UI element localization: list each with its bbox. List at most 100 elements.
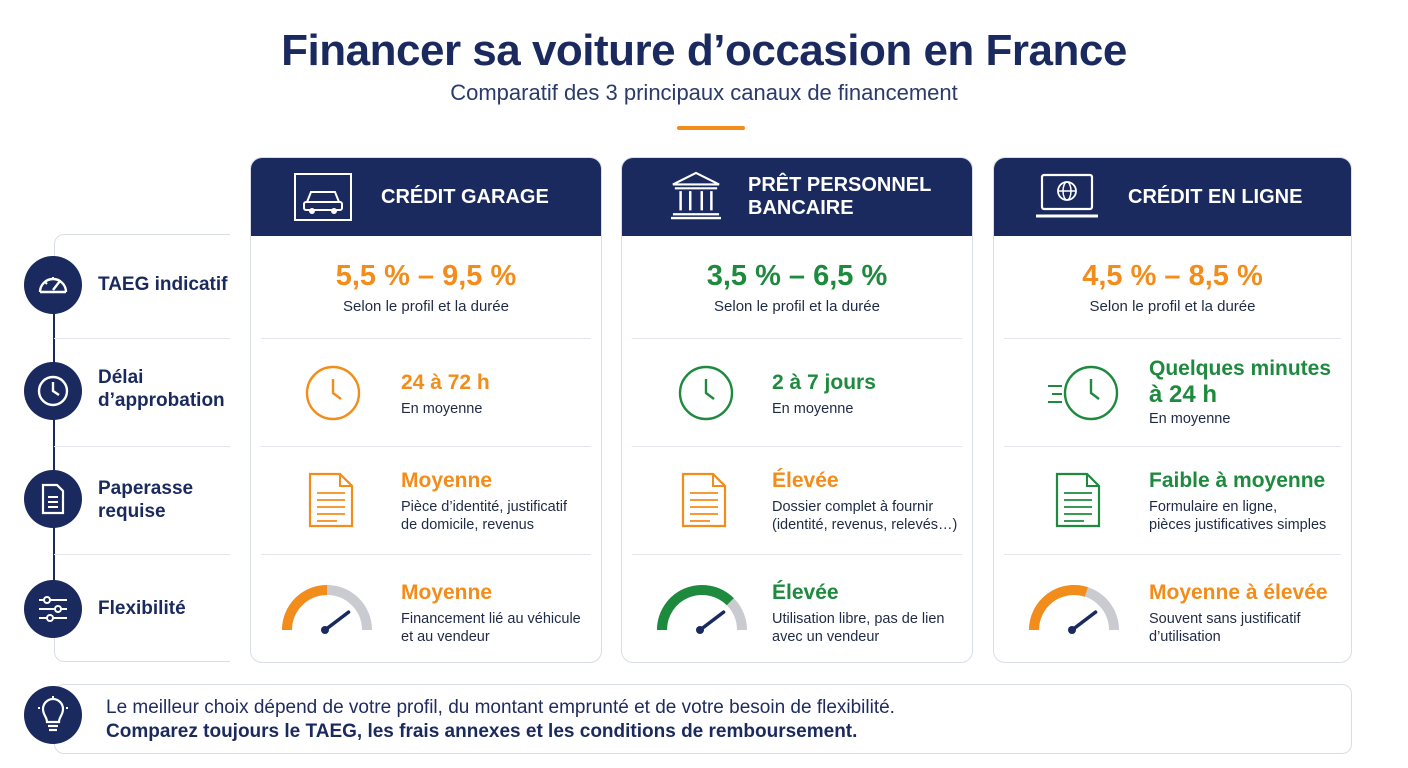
row-separator xyxy=(632,338,962,339)
flex-value: Moyenne à élevée xyxy=(1149,581,1328,604)
sliders-icon xyxy=(24,580,82,638)
car-icon xyxy=(294,173,352,221)
criterion-label: Flexibilité xyxy=(98,598,186,619)
paper-note-line: pièces justificatives simples xyxy=(1149,517,1327,533)
footer-line-1: Le meilleur choix dépend de votre profil… xyxy=(106,697,895,718)
criteria-separator xyxy=(54,338,230,339)
flex-value: Élevée xyxy=(772,581,839,604)
card-title-line: CRÉDIT GARAGE xyxy=(381,185,549,208)
paper-note: Dossier complet à fournir (identité, reve… xyxy=(772,498,957,534)
card-title-line: BANCAIRE xyxy=(748,197,854,219)
flex-value: Moyenne xyxy=(401,581,493,604)
delay-value-line: 24 à 72 h xyxy=(401,371,490,394)
gauge-needle xyxy=(1070,610,1098,632)
card-header: PRÊT PERSONNEL BANCAIRE xyxy=(622,158,972,236)
page-subtitle: Comparatif des 3 principaux canaux de fi… xyxy=(450,80,958,105)
criterion-label-line: Paperasse xyxy=(98,478,194,499)
clock-icon xyxy=(678,365,734,421)
flex-note-line: avec un vendeur xyxy=(772,629,880,645)
row-separator xyxy=(261,338,591,339)
delay-note: En moyenne xyxy=(772,401,854,417)
card-title: PRÊT PERSONNEL BANCAIRE xyxy=(748,158,931,236)
flex-note: Financement lié au véhicule et au vendeur xyxy=(401,610,581,646)
criterion-label: Délai d’approbation xyxy=(98,366,225,412)
gauge-hub xyxy=(1068,626,1076,634)
delay-value: 2 à 7 jours xyxy=(772,370,876,396)
delay-value-line: 2 à 7 jours xyxy=(772,371,876,394)
row-separator xyxy=(632,554,962,555)
lightbulb-icon xyxy=(24,686,82,744)
criteria-separator xyxy=(54,446,230,447)
row-separator xyxy=(1004,554,1341,555)
gauge-hub xyxy=(321,626,329,634)
flexibility-gauge-icon xyxy=(282,585,372,634)
document-icon xyxy=(681,472,727,528)
flex-note-line: Souvent sans justificatif xyxy=(1149,611,1301,627)
delay-value-line: Quelques minutes xyxy=(1149,357,1332,380)
paper-note-line: Dossier complet à fournir xyxy=(772,499,934,515)
gauge-needle xyxy=(698,610,726,632)
bank-icon xyxy=(671,171,721,220)
gauge-fill xyxy=(282,585,328,631)
clock-icon xyxy=(305,365,361,421)
footer-line-2: Comparez toujours le TAEG, les frais ann… xyxy=(106,721,858,742)
flex-note-line: Utilisation libre, pas de lien xyxy=(772,611,945,627)
paper-note: Formulaire en ligne, pièces justificative… xyxy=(1149,498,1326,534)
paper-note-line: de domicile, revenus xyxy=(401,517,534,533)
delay-note: En moyenne xyxy=(401,401,483,417)
card-title-line: CRÉDIT EN LIGNE xyxy=(1128,185,1303,208)
delay-note: En moyenne xyxy=(1149,411,1231,427)
delay-value: Quelques minutes à 24 h xyxy=(1149,356,1331,408)
delay-value: 24 à 72 h xyxy=(401,370,490,396)
paper-value: Faible à moyenne xyxy=(1149,469,1326,492)
card-credit-en-ligne: CRÉDIT EN LIGNE 4,5 % – 8,5 % Selon le p… xyxy=(993,157,1352,663)
flex-note-line: Financement lié au véhicule xyxy=(401,611,581,627)
card-title-line: PRÊT PERSONNEL xyxy=(748,174,932,196)
flex-note: Utilisation libre, pas de lien avec un ve… xyxy=(772,610,944,646)
taeg-note: Selon le profil et la durée xyxy=(343,298,509,315)
document-icon xyxy=(24,470,82,528)
card-title: CRÉDIT EN LIGNE xyxy=(1128,158,1302,236)
criterion-label: TAEG indicatif xyxy=(98,274,228,295)
paper-note-line: Pièce d’identité, justificatif xyxy=(401,499,568,515)
criterion-label-line: Délai xyxy=(98,367,144,388)
flexibility-gauge-icon xyxy=(657,585,747,634)
laptop-globe-icon xyxy=(1036,173,1098,218)
paper-note-line: (identité, revenus, relevés…) xyxy=(772,517,958,533)
criteria-connector xyxy=(53,312,55,582)
page-title: Financer sa voiture d’occasion en France xyxy=(281,26,1127,75)
criterion-label: Paperasse requise xyxy=(98,477,193,523)
title-accent-line xyxy=(677,126,745,130)
criterion-label-line: d’approbation xyxy=(98,390,225,411)
criterion-label-line: requise xyxy=(98,501,166,522)
row-separator xyxy=(632,446,962,447)
row-separator xyxy=(261,554,591,555)
gauge-fill xyxy=(1029,585,1088,631)
footer-tip-box xyxy=(54,684,1352,754)
card-header: CRÉDIT EN LIGNE xyxy=(994,158,1351,236)
gauge-fill xyxy=(657,585,734,631)
card-pret-personnel-bancaire: PRÊT PERSONNEL BANCAIRE 3,5 % – 6,5 % Sel… xyxy=(621,157,973,663)
taeg-note: Selon le profil et la durée xyxy=(1089,298,1256,315)
flexibility-gauge-icon xyxy=(1029,585,1119,634)
gauge-needle xyxy=(323,610,351,632)
paper-note: Pièce d’identité, justificatif de domicil… xyxy=(401,498,567,534)
flex-note: Souvent sans justificatif d’utilisation xyxy=(1149,610,1301,646)
paper-note-line: Formulaire en ligne, xyxy=(1149,499,1278,515)
paper-value: Élevée xyxy=(772,469,839,492)
criteria-separator xyxy=(54,554,230,555)
document-icon xyxy=(1055,472,1101,528)
flex-note-line: d’utilisation xyxy=(1149,629,1221,645)
taeg-value: 3,5 % – 6,5 % xyxy=(706,260,888,292)
delay-value-line: à 24 h xyxy=(1149,381,1218,408)
fast-clock-icon xyxy=(1048,365,1119,421)
clock-icon xyxy=(24,362,82,420)
taeg-value: 4,5 % – 8,5 % xyxy=(1082,260,1263,292)
gauge-hub xyxy=(696,626,704,634)
card-header: CRÉDIT GARAGE xyxy=(251,158,601,236)
flex-note-line: et au vendeur xyxy=(401,629,490,645)
row-separator xyxy=(1004,338,1341,339)
taeg-note: Selon le profil et la durée xyxy=(714,298,880,315)
paper-value: Moyenne xyxy=(401,469,493,492)
document-icon xyxy=(308,472,354,528)
